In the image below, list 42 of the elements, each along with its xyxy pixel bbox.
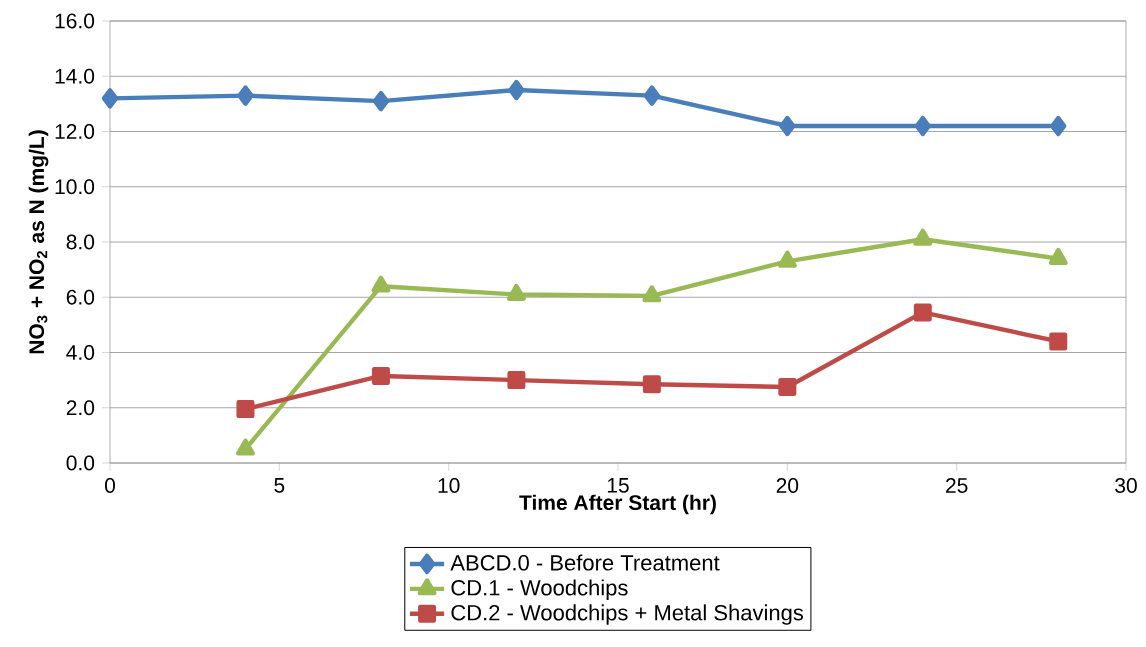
point	[779, 115, 796, 137]
point	[1049, 332, 1068, 351]
point	[508, 79, 525, 101]
point	[237, 85, 254, 106]
x-tick-label: 15	[607, 478, 629, 493]
point	[236, 438, 255, 456]
x-tick-label: 10	[438, 478, 460, 493]
point	[101, 88, 119, 109]
point	[1050, 115, 1067, 137]
legend-label: CD.1 - Woodchips	[451, 579, 628, 600]
y-tick-label: 4.0	[66, 345, 95, 360]
y-axis-title: NO$_{3}$ + NO$_{2}$ as N (mg/L)	[28, 130, 49, 354]
point	[913, 303, 932, 322]
point	[236, 400, 255, 419]
point	[371, 366, 390, 385]
y-tick-label: 2.0	[66, 400, 95, 416]
x-tick-label: 5	[274, 478, 285, 493]
point	[372, 90, 390, 112]
y-tick-label: 12.0	[55, 124, 95, 139]
x-tick-label: 20	[776, 478, 799, 493]
y-tick-label: 6.0	[66, 289, 95, 305]
y-tick-label: 8.0	[66, 234, 95, 250]
point	[642, 375, 661, 394]
point	[777, 250, 797, 268]
point	[506, 283, 526, 301]
point	[507, 371, 526, 390]
legend-label: CD.2 - Woodchips + Metal Shavings	[451, 604, 804, 625]
y-tick-label: 10.0	[55, 179, 95, 195]
point	[371, 275, 391, 293]
x-tick-label: 30	[1115, 478, 1137, 493]
point	[778, 378, 797, 397]
x-axis-title: Time After Start (hr)	[519, 494, 716, 515]
point	[913, 228, 933, 246]
x-tick-label: 25	[946, 478, 968, 493]
y-tick-label: 16.0	[55, 13, 95, 29]
point	[642, 285, 662, 303]
legend-label: ABCD.0 - Before Treatment	[450, 554, 720, 571]
y-tick-label: 0.0	[66, 455, 95, 471]
point	[643, 85, 661, 106]
point	[914, 115, 931, 137]
x-tick-label: 0	[104, 478, 116, 493]
y-tick-label: 14.0	[55, 68, 95, 84]
